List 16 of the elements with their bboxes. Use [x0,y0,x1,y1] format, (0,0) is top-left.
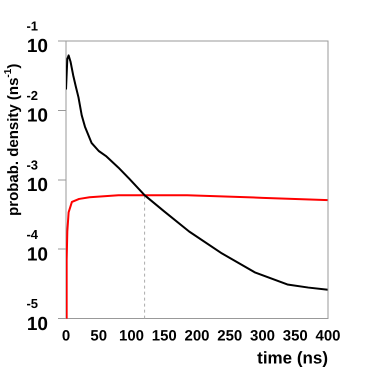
y-tick-label: 10-3 [26,157,48,196]
x-tick-label: 150 [152,328,177,345]
y-tick-label: 10-1 [26,18,48,58]
x-tick-label: 100 [118,328,144,345]
y-tick-label: 10-2 [26,88,48,127]
y-axis-title: probab. density (ns-1) [2,64,22,216]
x-tick-label: 300 [250,328,276,345]
y-tick-label: 10-4 [26,226,48,266]
x-tick-label: 400 [315,328,341,345]
y-tick-label: 10-5 [26,296,48,335]
x-tick-label: 0 [62,328,70,345]
x-tick-label: 350 [282,328,308,345]
x-tick-label: 200 [184,328,210,345]
x-tick-label: 50 [90,328,108,345]
x-tick-label: 250 [217,328,242,345]
x-axis-title: time (ns) [257,348,328,368]
